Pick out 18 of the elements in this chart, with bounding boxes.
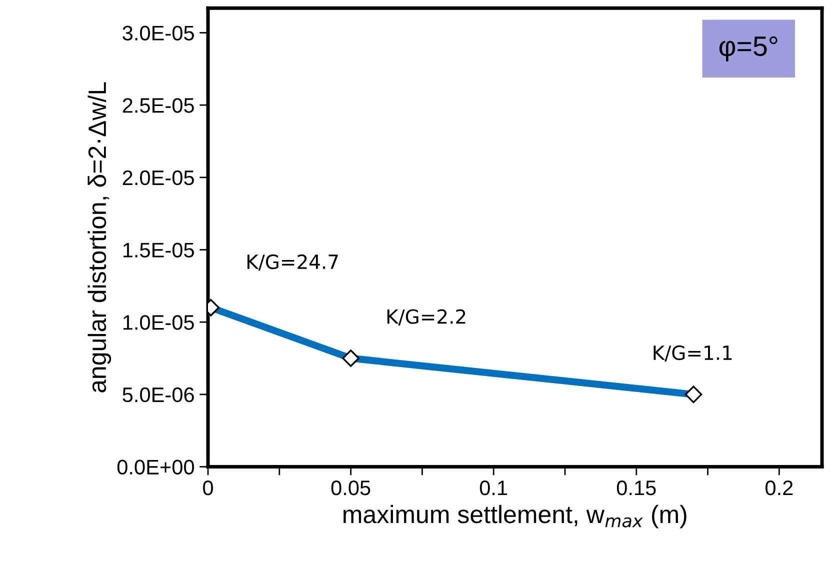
x-tick-label: 0	[203, 480, 213, 496]
y-tick-label: 1.0E-05	[123, 315, 194, 330]
x-tick-label: 0.1	[480, 480, 508, 496]
annotation: K/G=1.1	[654, 345, 732, 362]
y-axis-title: angular distortion, δ=2·Δw/L	[88, 82, 112, 392]
y-tick-label: 5.0E-06	[122, 387, 194, 402]
y-tick-label: 0.0E+00	[117, 460, 194, 475]
y-tick-label: 1.5E-05	[123, 242, 194, 258]
y-tick-label: 3.0E-05	[122, 26, 194, 40]
y-tick-label: 2.5E-05	[122, 98, 194, 113]
x-tick-label: 0.2	[766, 480, 793, 496]
annotation: K/G=24.7	[247, 254, 338, 271]
x-tick-label: 0.15	[616, 480, 656, 496]
x-axis-title: maximum settlement, w$_{max}$ (m)	[344, 504, 686, 528]
annotation: φ=5°	[719, 36, 778, 62]
x-tick-label: 0.05	[331, 480, 370, 496]
y-tick-label: 2.0E-05	[122, 170, 194, 186]
annotation: K/G=2.2	[387, 309, 466, 326]
